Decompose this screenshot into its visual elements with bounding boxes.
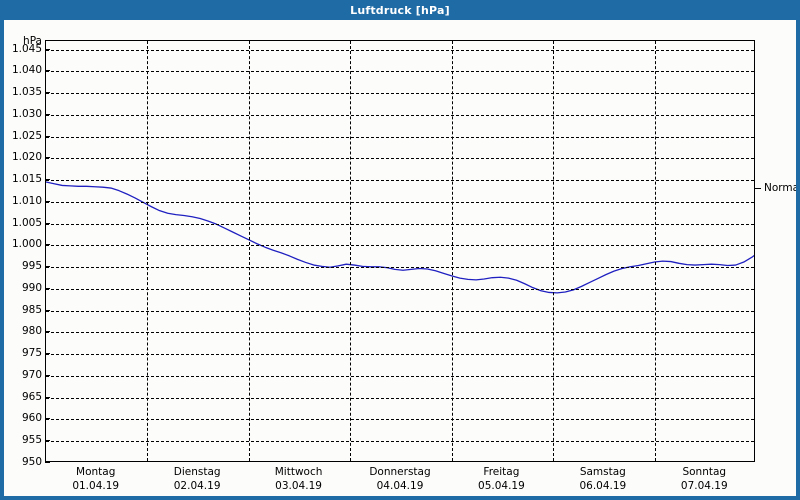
y-tick-mark: [45, 222, 50, 224]
y-tick-mark: [45, 157, 50, 159]
y-tick-mark: [45, 440, 50, 442]
y-tick-label: 970: [21, 368, 42, 381]
y-tick-mark: [45, 396, 50, 398]
x-tick-label: Freitag 05.04.19: [478, 465, 525, 493]
y-tick-mark: [45, 266, 50, 268]
window-title: Luftdruck [hPa]: [350, 3, 450, 17]
y-tick-label: 950: [21, 456, 42, 468]
normal-label: Normal: [764, 181, 800, 194]
y-gridline: [46, 158, 754, 160]
y-tick-mark: [45, 374, 50, 376]
x-gridline: [553, 41, 555, 461]
x-tick-day: Montag: [76, 466, 116, 478]
x-tick-label: Mittwoch 03.04.19: [275, 465, 323, 493]
y-tick-label: 1.000: [11, 238, 42, 251]
y-gridline: [46, 441, 754, 443]
y-axis-tick-labels: 1.045 1.040 1.035 1.030 1.025 1.020 1.015 1.010…: [4, 40, 42, 468]
x-tick-label: Dienstag 02.04.19: [174, 465, 221, 493]
x-tick-label: Montag 01.04.19: [72, 465, 119, 493]
y-gridline: [46, 136, 754, 138]
chart-area: hPa 1.045 1.040 1.035 1.030 1.025 1.020 1.015 1…: [4, 20, 796, 496]
x-tick-date: 04.04.19: [376, 480, 424, 492]
y-tick-mark: [45, 200, 50, 202]
y-tick-mark: [45, 331, 50, 333]
y-tick-label: 995: [21, 260, 42, 273]
y-gridline: [46, 71, 754, 73]
y-tick-mark: [45, 353, 50, 355]
x-gridline: [248, 41, 250, 461]
x-gridline: [451, 41, 453, 461]
x-tick-day: Samstag: [579, 466, 626, 478]
y-tick-label: 980: [21, 325, 42, 338]
y-gridline: [46, 354, 754, 356]
y-tick-label: 1.025: [11, 129, 42, 142]
y-tick-mark: [45, 287, 50, 289]
y-gridline: [46, 180, 754, 182]
y-tick-mark: [45, 309, 50, 311]
y-gridline: [46, 375, 754, 377]
y-tick-mark: [45, 70, 50, 72]
x-tick-day: Dienstag: [173, 466, 221, 478]
x-gridline: [147, 41, 149, 461]
x-tick-day: Mittwoch: [274, 466, 323, 478]
y-tick-mark: [45, 179, 50, 181]
y-gridline: [46, 49, 754, 51]
x-tick-day: Sonntag: [682, 466, 727, 478]
y-tick-label: 985: [21, 303, 42, 316]
y-gridline: [46, 419, 754, 421]
y-gridline: [46, 397, 754, 399]
y-tick-label: 990: [21, 281, 42, 294]
y-tick-label: 1.015: [11, 173, 42, 186]
y-tick-label: 1.040: [11, 64, 42, 77]
y-gridline: [46, 288, 754, 290]
x-tick-date: 03.04.19: [275, 480, 322, 492]
window-title-bar: Luftdruck [hPa]: [4, 0, 796, 20]
y-tick-mark: [45, 462, 50, 463]
y-gridline: [46, 332, 754, 334]
y-tick-mark: [45, 113, 50, 115]
y-tick-label: 1.020: [11, 151, 42, 164]
y-tick-label: 965: [21, 390, 42, 403]
pressure-line-series: [46, 181, 754, 294]
y-axis-title: hPa: [23, 35, 42, 47]
x-gridline: [350, 41, 352, 461]
y-gridline: [46, 201, 754, 203]
y-tick-mark: [45, 92, 50, 94]
x-tick-date: 05.04.19: [478, 480, 525, 492]
y-gridline: [46, 114, 754, 116]
y-gridline: [46, 223, 754, 225]
y-gridline: [46, 93, 754, 95]
x-tick-label: Samstag 06.04.19: [579, 465, 626, 493]
y-tick-label: 1.030: [11, 107, 42, 120]
y-tick-mark: [45, 135, 50, 137]
x-tick-day: Freitag: [483, 466, 520, 478]
x-tick-label: Donnerstag 04.04.19: [369, 465, 430, 493]
y-tick-mark: [45, 244, 50, 246]
plot-area: [45, 40, 755, 462]
y-tick-label: 1.035: [11, 86, 42, 99]
x-tick-date: 02.04.19: [173, 480, 221, 492]
y-gridline: [46, 245, 754, 247]
y-tick-label: 975: [21, 347, 42, 360]
y-tick-mark: [45, 418, 50, 420]
y-tick-label: 1.005: [11, 216, 42, 229]
x-tick-date: 01.04.19: [72, 480, 120, 492]
x-tick-day: Donnerstag: [369, 466, 431, 478]
y-tick-label: 1.010: [11, 194, 42, 207]
x-tick-date: 07.04.19: [680, 480, 728, 492]
x-tick-date: 06.04.19: [579, 480, 627, 492]
y-tick-label: 1.045: [11, 42, 42, 55]
y-gridline: [46, 310, 754, 312]
y-tick-label: 955: [21, 434, 42, 447]
y-tick-mark: [45, 48, 50, 50]
x-tick-label: Sonntag 07.04.19: [681, 465, 728, 493]
y-gridline: [46, 267, 754, 269]
y-tick-label: 960: [21, 412, 42, 425]
normal-tick-mark: [755, 187, 761, 189]
x-axis-tick-labels: Montag 01.04.19 Dienstag 02.04.19 Mittwoch 03…: [4, 465, 796, 496]
x-gridline: [654, 41, 656, 461]
